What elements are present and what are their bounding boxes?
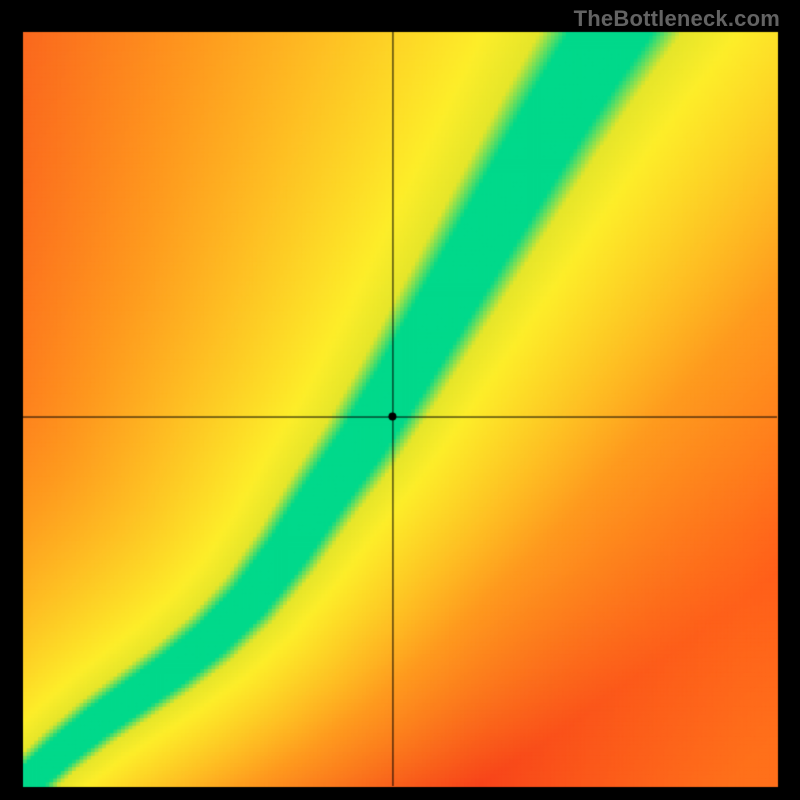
chart-container: TheBottleneck.com: [0, 0, 800, 800]
watermark-label: TheBottleneck.com: [574, 6, 780, 32]
bottleneck-heatmap: [0, 0, 800, 800]
